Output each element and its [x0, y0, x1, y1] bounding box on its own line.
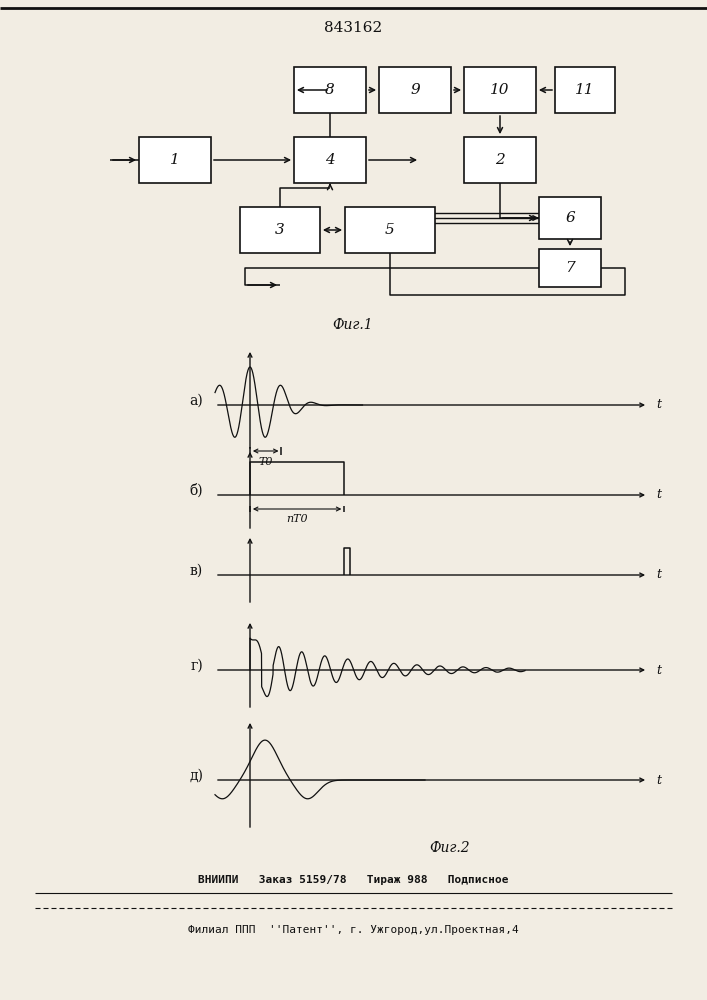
- Bar: [294, 137, 366, 183]
- Text: Фиг.2: Фиг.2: [430, 841, 470, 855]
- Text: 5: 5: [385, 223, 395, 237]
- Text: б): б): [189, 484, 203, 498]
- Text: 4: 4: [325, 153, 335, 167]
- Bar: [379, 67, 451, 113]
- Text: t: t: [656, 568, 661, 582]
- Bar: [464, 137, 536, 183]
- Bar: [240, 207, 320, 253]
- Text: ВНИИПИ   Заказ 5159/78   Тираж 988   Подписное: ВНИИПИ Заказ 5159/78 Тираж 988 Подписное: [198, 875, 508, 885]
- Text: 7: 7: [565, 261, 575, 275]
- Text: д): д): [189, 769, 203, 783]
- Text: 10: 10: [490, 83, 510, 97]
- Text: t: t: [656, 774, 661, 786]
- Text: t: t: [656, 398, 661, 412]
- Bar: [139, 137, 211, 183]
- Text: 1: 1: [170, 153, 180, 167]
- Text: Фиг.1: Фиг.1: [333, 318, 373, 332]
- Text: 11: 11: [575, 83, 595, 97]
- Bar: [539, 249, 601, 287]
- Text: 6: 6: [565, 211, 575, 225]
- Text: T0: T0: [259, 457, 273, 467]
- Bar: [464, 67, 536, 113]
- Text: nT0: nT0: [286, 514, 308, 524]
- Bar: [555, 67, 615, 113]
- Text: г): г): [190, 659, 203, 673]
- Bar: [539, 197, 601, 239]
- Text: 9: 9: [410, 83, 420, 97]
- Bar: [294, 67, 366, 113]
- Text: 3: 3: [275, 223, 285, 237]
- Text: t: t: [656, 488, 661, 502]
- Bar: [345, 207, 435, 253]
- Text: t: t: [656, 664, 661, 676]
- Text: 8: 8: [325, 83, 335, 97]
- Text: в): в): [189, 564, 203, 578]
- Text: а): а): [189, 394, 203, 408]
- Text: 2: 2: [495, 153, 505, 167]
- Text: Филиал ППП  ''Патент'', г. Ужгород,ул.Проектная,4: Филиал ППП ''Патент'', г. Ужгород,ул.Про…: [187, 925, 518, 935]
- Text: 843162: 843162: [324, 21, 382, 35]
